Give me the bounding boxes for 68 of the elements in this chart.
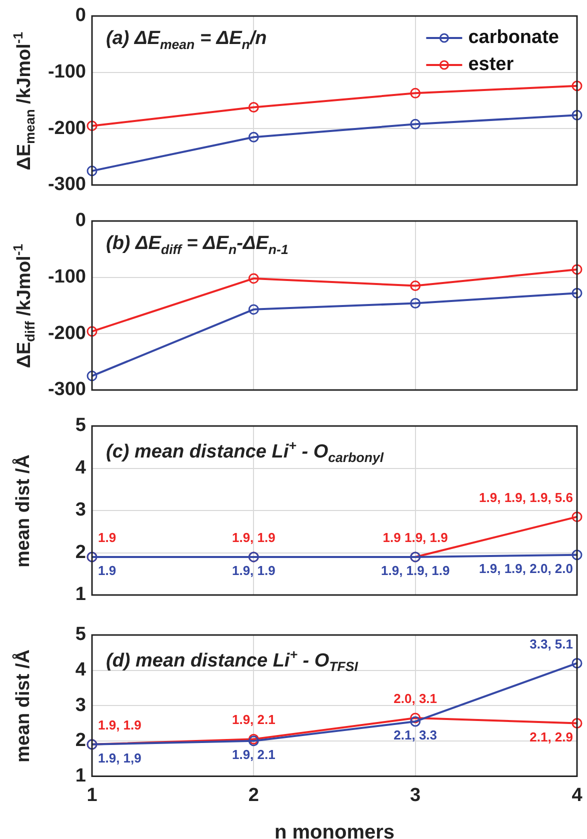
point <box>572 512 582 522</box>
point <box>410 298 421 308</box>
y-tick-label: 3 <box>75 694 86 716</box>
point <box>410 118 421 130</box>
text: (b) ΔE$_{diff}$ = ΔE$_{n}$-ΔE$_{n-1}$ <box>106 233 288 257</box>
y-tick-label: 5 <box>75 415 86 436</box>
point <box>572 80 582 92</box>
y-tick-label: -100 <box>48 266 86 288</box>
annotation: 1.9, 1.9, 1.9, 5.6 <box>479 490 573 505</box>
y-tick-label: 2 <box>75 542 86 563</box>
legend-label: ester <box>468 54 514 76</box>
annotation: 2.0, 3.1 <box>394 691 438 706</box>
point <box>572 264 582 275</box>
y-axis-title: mean dist /Å <box>13 649 35 762</box>
text: (d) mean distance Li$^{+}$ - O$_{TFSI}$ <box>106 647 358 674</box>
point <box>572 550 582 560</box>
annotation: 3.3, 5.1 <box>530 636 573 652</box>
annotation: 2.1, 3.3 <box>394 728 438 743</box>
y-tick-label: 1 <box>75 765 86 786</box>
y-tick-label: 5 <box>75 624 86 646</box>
x-tick-label: 3 <box>410 784 421 806</box>
point <box>248 102 259 113</box>
y-tick-label: -300 <box>48 174 86 196</box>
y-tick-label: 1 <box>75 584 86 606</box>
y-tick-label: 3 <box>75 500 86 521</box>
point <box>572 110 582 120</box>
legend-label: carbonate <box>468 27 560 48</box>
annotation: 1.9, 1.9, 2.0, 2.0 <box>479 560 573 576</box>
point <box>410 280 421 292</box>
y-tick-label: 0 <box>75 210 86 232</box>
point <box>572 658 582 668</box>
annotation: 1.9 1.9, 1.9 <box>382 530 448 546</box>
y-tick-label: -200 <box>48 322 86 344</box>
point <box>248 304 259 315</box>
point <box>410 88 421 98</box>
y-axis-title: mean dist /Å <box>13 454 35 567</box>
point <box>248 273 259 284</box>
y-tick-label: 2 <box>75 730 86 752</box>
x-tick-label: 2 <box>248 784 259 806</box>
annotation: 1.9, 1.9 <box>232 530 276 546</box>
point <box>572 718 582 728</box>
annotation: 1.9, 1,9 <box>98 750 142 766</box>
text: (a) ΔE$_{mean}$ = ΔE$_{n}$/n <box>106 28 267 52</box>
x-axis-title: n monomers <box>274 822 395 839</box>
point <box>248 132 259 142</box>
x-tick-label: 4 <box>572 784 583 806</box>
annotation: 1.9, 1.9 <box>232 563 276 578</box>
annotation: 1.9, 1.9, 1.9 <box>380 563 450 578</box>
y-tick-label: -100 <box>48 62 86 83</box>
point <box>86 166 98 176</box>
point <box>410 712 421 724</box>
text: (c) mean distance Li$^{+}$ - O$_{carbonyl}$ <box>106 438 384 466</box>
annotation: 1.9, 2.1 <box>232 746 276 762</box>
y-tick-label: -200 <box>48 118 86 139</box>
point <box>86 370 98 382</box>
point <box>86 326 98 337</box>
annotation: 1.9, 1.9 <box>98 718 142 733</box>
y-tick-label: 0 <box>75 5 86 26</box>
annotation: 1.9 <box>98 563 116 578</box>
y-tick-label: 4 <box>75 457 86 478</box>
y-tick-label: -300 <box>48 379 86 400</box>
annotation: 1.9 <box>98 530 116 546</box>
annotation: 2.1, 2.9 <box>530 729 573 744</box>
point <box>410 716 421 727</box>
y-tick-label: 4 <box>75 660 86 681</box>
point <box>86 120 98 132</box>
point <box>572 288 582 298</box>
annotation: 1.9, 2.1 <box>232 712 276 728</box>
